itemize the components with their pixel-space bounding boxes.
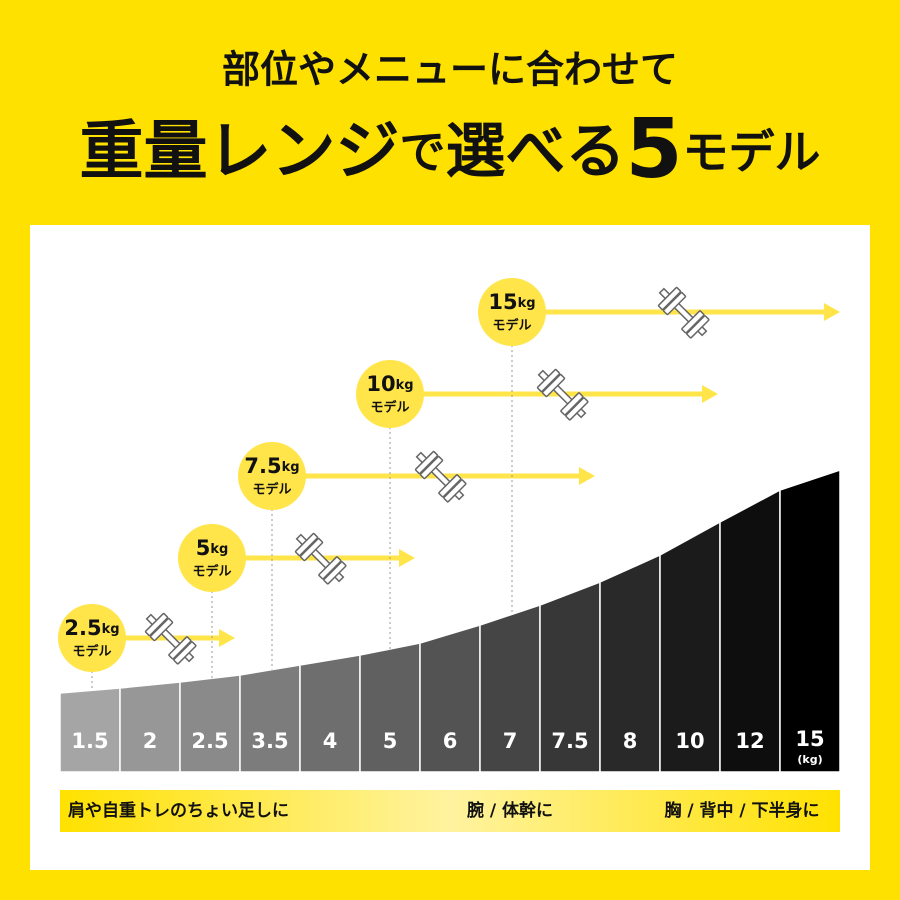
header-line1: 部位やメニューに合わせて (222, 48, 678, 92)
diagram: 1.5 2 2.5 3.5 4 5 6 7 7.5 8 10 12 15(kg)2.5kgモデル5kgモ… (58, 278, 841, 821)
scale-label: 5 (383, 729, 398, 753)
model-weight-number: 15 (488, 290, 517, 314)
dumbbell-plate (438, 474, 462, 498)
scale-cell (299, 654, 361, 773)
model-badge (58, 604, 126, 672)
dumbbell-plate (657, 286, 682, 311)
arrow-head (399, 549, 415, 567)
dumbbell-plate (294, 532, 319, 557)
model-badge (178, 524, 246, 592)
scale-label: 6 (443, 729, 458, 753)
model-weight: 15kg (488, 290, 535, 314)
model-weight-unit: kg (396, 378, 414, 393)
model-label: モデル (370, 400, 409, 416)
model-weight: 7.5kg (244, 454, 299, 478)
scale-label: 15 (795, 727, 824, 751)
model-weight: 2.5kg (64, 616, 119, 640)
dumbbell-icon (657, 286, 710, 339)
scale-label: 8 (623, 729, 638, 753)
model-weight-number: 5 (196, 536, 211, 560)
footer-label: 腕 / 体幹に (467, 800, 553, 821)
model-label: モデル (252, 482, 291, 498)
dumbbell-icon (294, 532, 347, 585)
header-part: 選べる (445, 117, 625, 187)
dumbbell-plate (681, 310, 705, 334)
dumbbell-plate (173, 641, 197, 665)
dumbbell-plate (443, 479, 467, 503)
scale-label: 1.5 (71, 729, 108, 753)
dumbbell-plate (536, 368, 561, 393)
model-weight-unit: kg (102, 622, 120, 637)
footer-label: 胸 / 背中 / 下半身に (664, 800, 819, 821)
dumbbell-plate (149, 617, 174, 642)
scale-label: 4 (323, 729, 338, 753)
arrow-head (219, 629, 235, 647)
dumbbell-icon (144, 612, 197, 665)
model-badge (238, 442, 306, 510)
dumbbell-icon (536, 368, 589, 421)
arrow-head (579, 467, 595, 485)
dumbbell-plate (541, 373, 566, 398)
scale-label: 7 (503, 729, 518, 753)
footer-band (60, 790, 840, 832)
scale-label: 3.5 (251, 729, 288, 753)
footer-label: 肩や自重トレのちょい足しに (68, 800, 289, 821)
model-weight-unit: kg (518, 296, 536, 311)
scale-unit: (kg) (797, 753, 822, 766)
dumbbell-plate (168, 636, 192, 660)
dumbbell-plate (414, 450, 439, 475)
model-weight-unit: kg (210, 542, 228, 557)
dumbbell-plate (662, 291, 687, 316)
dumbbell-icon (414, 450, 467, 503)
arrow-head (824, 303, 840, 321)
model-label: モデル (492, 318, 531, 334)
model-weight: 10kg (366, 372, 413, 396)
model-weight-number: 7.5 (244, 454, 281, 478)
dumbbell-plate (686, 315, 710, 339)
dumbbell-plate (565, 397, 589, 421)
dumbbell-plate (560, 392, 584, 416)
dumbbell-plate (323, 561, 347, 585)
model-weight-number: 10 (366, 372, 395, 396)
header-part: 5 (625, 102, 682, 197)
scale-cell (779, 468, 841, 773)
header-part: で (399, 125, 445, 179)
model-weight-number: 2.5 (64, 616, 101, 640)
model-weight: 5kg (196, 536, 229, 560)
scale-label: 2 (143, 729, 158, 753)
arrow-head (702, 385, 718, 403)
model-badge (356, 360, 424, 428)
model-label: モデル (192, 564, 231, 580)
scale-label: 10 (675, 729, 704, 753)
model-badge (478, 278, 546, 346)
header-line2: 重量レンジで選べる5モデル (79, 102, 820, 197)
scale-label: 7.5 (551, 729, 588, 753)
scale-label: 2.5 (191, 729, 228, 753)
model-label: モデル (72, 644, 111, 660)
header-part: 重量レンジ (79, 115, 399, 189)
model-weight-unit: kg (282, 460, 300, 475)
scale-cell (179, 674, 241, 773)
header-part: モデル (683, 125, 821, 179)
dumbbell-plate (299, 537, 324, 562)
scale-cell (239, 664, 301, 773)
dumbbell-plate (144, 612, 169, 637)
scale-cell (119, 681, 181, 773)
scale-label: 12 (735, 729, 764, 753)
dumbbell-plate (318, 556, 342, 580)
dumbbell-plate (419, 455, 444, 480)
